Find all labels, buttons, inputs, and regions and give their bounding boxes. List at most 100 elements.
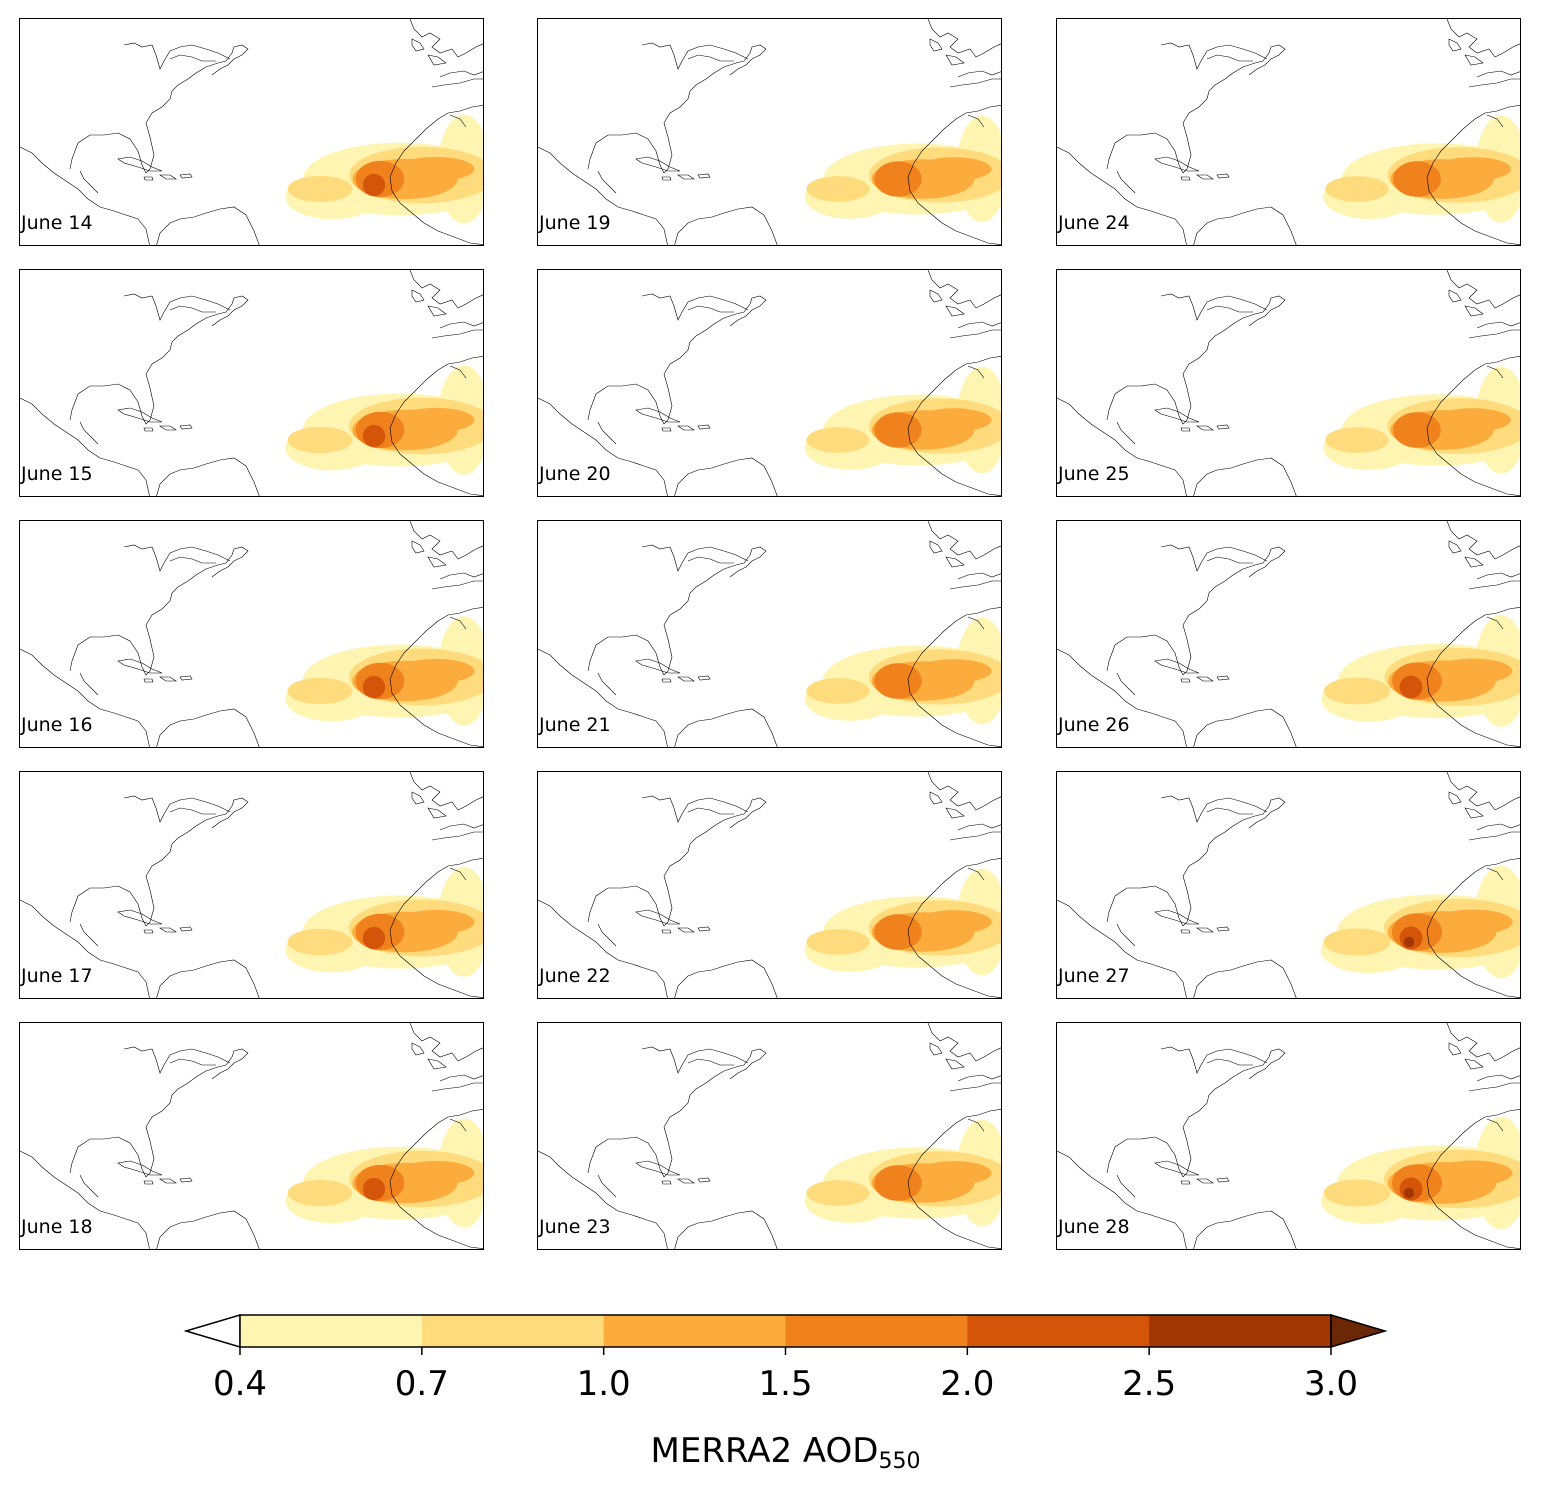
coastline [641,544,749,572]
colorbar-bin [967,1315,1150,1347]
coastline [389,105,483,245]
coastline [431,831,483,841]
aod-contour-level-2 [1435,408,1511,432]
coastline [1486,365,1504,379]
coastline [1216,1177,1230,1183]
dust-plume [1323,366,1520,474]
map-panel: June 17 [19,771,484,999]
panel-date-label: June 25 [1058,463,1130,485]
panel-date-label: June 15 [21,463,93,485]
coastline [587,546,767,676]
aod-contour-level-3 [1393,412,1441,448]
dust-plume [804,366,1001,474]
coastline [69,797,249,927]
coastline [687,1058,734,1066]
aod-map [538,772,1001,998]
dust-plume [804,617,1001,725]
coastline [1196,676,1214,682]
coastline [20,648,260,747]
aod-contour-level-3 [874,663,922,699]
coastline [409,270,483,309]
coastline [1464,556,1484,568]
aod-contour-level-5 [1403,1187,1415,1199]
dust-plume [1323,115,1520,223]
coastline [439,70,483,78]
coastline [411,540,425,554]
colorbar-title-main: MERRA2 AOD [650,1431,879,1471]
colorbar-bin [1149,1315,1332,1347]
coastline [967,1118,985,1132]
aod-map [1057,521,1520,747]
coastline [1464,305,1484,317]
coastline [1448,791,1462,805]
coastline [927,1023,1001,1062]
coastline [439,1074,483,1082]
coastline [1446,1023,1520,1062]
coastline [1468,580,1520,590]
aod-contour-level-2 [1433,1160,1513,1186]
coastline [597,170,617,194]
coastline [929,791,943,805]
coastline [179,173,193,179]
panel-date-label: June 23 [539,1216,611,1238]
coastline [907,105,1001,245]
coastline [20,397,260,496]
aod-contour-level-4 [362,424,386,448]
coastline [635,658,681,674]
aod-contour-level-1 [287,426,353,454]
aod-map [20,772,483,998]
coastline [143,427,154,432]
aod-contour-level-1 [806,678,870,704]
coastline [697,1177,711,1183]
coastline [1206,305,1253,313]
colorbar-tick-label: 0.7 [394,1364,449,1404]
coastline [967,365,985,379]
dust-plume [285,1118,483,1228]
coastline [1160,42,1268,70]
coastline [1486,1118,1504,1132]
coastline [1196,425,1214,431]
coastline [123,795,231,823]
colorbar-bin [421,1315,605,1347]
coastline [143,929,154,934]
coastlines [20,521,483,747]
coastline [587,797,767,927]
coastline [641,795,749,823]
coastline [1426,607,1520,747]
coastlines [1057,521,1520,747]
coastline [1160,1046,1268,1074]
coastline [587,295,767,425]
coastline [945,556,965,568]
coastline [1476,1074,1520,1082]
coastline [427,305,447,317]
coastline [1154,156,1200,172]
coastlines [538,270,1001,496]
coastline [927,270,1001,309]
coastline [409,19,483,58]
coastline [967,616,985,630]
coastline [907,607,1001,747]
coastline [1468,78,1520,88]
coastline [907,356,1001,496]
map-panel: June 27 [1056,771,1521,999]
aod-map [1057,1023,1520,1249]
aod-map [1057,270,1520,496]
coastline [687,54,734,62]
dust-plume [804,1119,1001,1227]
coastline [159,1178,177,1184]
aod-contour-level-2 [916,910,992,934]
coastlines [538,1023,1001,1249]
aod-contour-level-1 [1323,1179,1391,1207]
coastline [179,1177,193,1183]
coastline [929,289,943,303]
dust-plume [285,867,483,977]
coastlines [1057,772,1520,998]
coastline [117,1160,163,1176]
panel-date-label: June 22 [539,965,611,987]
coastline [389,356,483,496]
aod-map [1057,772,1520,998]
coastline [169,54,216,62]
coastline [143,176,154,181]
coastline [661,1180,672,1185]
